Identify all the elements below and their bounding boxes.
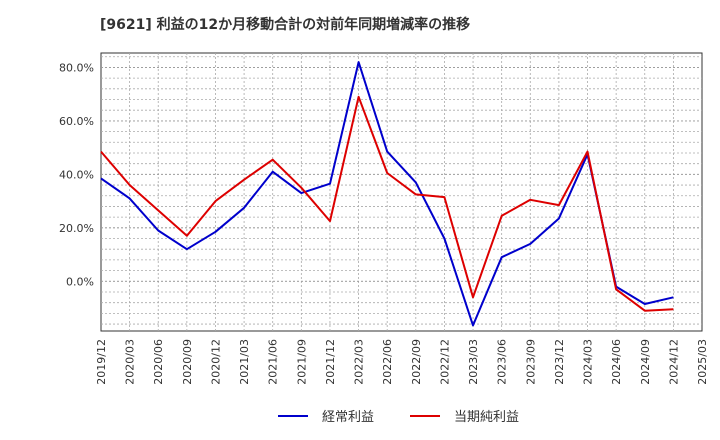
y-tick-label: 80.0% [59,61,94,74]
chart-title: [9621] 利益の12か月移動合計の対前年同期増減率の推移 [100,17,471,33]
x-tick-label: 2021/06 [267,339,280,385]
x-tick-label: 2024/03 [582,339,595,385]
x-tick-label: 2022/03 [353,339,366,385]
y-tick-label: 40.0% [59,168,94,181]
y-tick-label: 20.0% [59,222,94,235]
x-tick-label: 2020/09 [181,339,194,385]
x-tick-label: 2022/06 [381,339,394,385]
legend-label-2: 当期純利益 [454,410,519,425]
x-tick-label: 2021/09 [295,339,308,385]
x-tick-label: 2022/09 [410,339,423,385]
y-tick-label: 0.0% [66,275,94,288]
x-tick-label: 2020/03 [124,339,137,385]
x-tick-label: 2020/06 [152,339,165,385]
series-line-1 [100,61,674,327]
x-tick-label: 2023/06 [496,339,509,385]
x-tick-label: 2023/09 [524,339,537,385]
legend-label-1: 経常利益 [322,410,374,425]
x-tick-label: 2022/12 [438,339,451,385]
y-tick-label: 60.0% [59,115,94,128]
plot-area [100,52,703,332]
x-tick-label: 2021/03 [238,339,251,385]
x-tick-label: 2024/06 [610,339,623,385]
x-tick-label: 2023/12 [553,339,566,385]
x-tick-label: 2021/12 [324,339,337,385]
x-tick-label: 2020/12 [209,339,222,385]
x-tick-label: 2023/03 [467,339,480,385]
x-tick-label: 2024/09 [639,339,652,385]
x-tick-label: 2025/03 [696,339,709,385]
x-tick-label: 2024/12 [667,339,680,385]
series-line-2 [100,95,674,312]
x-tick-label: 2019/12 [95,339,108,385]
